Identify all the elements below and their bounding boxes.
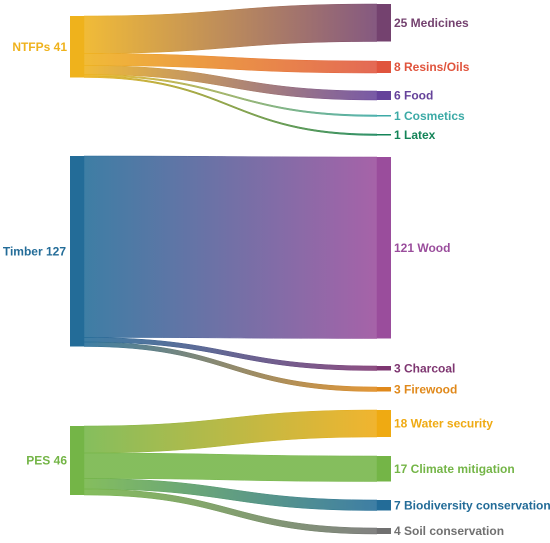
label-firewood: 3 Firewood	[394, 382, 457, 396]
label-biodiversity: 7 Biodiversity conservation	[394, 498, 550, 512]
label-cosmetics: 1 Cosmetics	[394, 109, 465, 123]
node-water	[377, 410, 391, 437]
node-ntfps	[70, 16, 84, 78]
sankey-nodes	[70, 4, 391, 534]
label-pes: PES 46	[26, 454, 67, 468]
label-medicines: 25 Medicines	[394, 16, 469, 30]
node-soil	[377, 528, 391, 534]
label-ntfps: NTFPs 41	[12, 40, 67, 54]
link-timber-wood	[83, 155, 378, 339]
label-timber: Timber 127	[3, 244, 66, 258]
node-timber	[70, 156, 84, 347]
node-pes	[70, 426, 84, 495]
node-latex	[377, 134, 391, 136]
label-wood: 121 Wood	[394, 241, 450, 255]
node-food	[377, 91, 391, 100]
node-cosmetics	[377, 115, 391, 117]
node-firewood	[377, 387, 391, 392]
sankey-links	[83, 3, 378, 535]
node-charcoal	[377, 366, 391, 371]
label-charcoal: 3 Charcoal	[394, 361, 455, 375]
label-soil: 4 Soil conservation	[394, 524, 504, 538]
label-latex: 1 Latex	[394, 128, 436, 142]
node-resins	[377, 61, 391, 73]
label-resins: 8 Resins/Oils	[394, 60, 470, 74]
link-ntfps-medicines	[83, 3, 378, 54]
node-wood	[377, 157, 391, 339]
label-food: 6 Food	[394, 89, 433, 103]
sankey-labels: NTFPs 41 25 Medicines 8 Resins/Oils 6 Food 1…	[3, 16, 550, 538]
label-water: 18 Water security	[394, 417, 493, 431]
link-pes-climate	[83, 452, 378, 482]
node-biodiversity	[377, 500, 391, 511]
node-climate	[377, 456, 391, 482]
link-pes-water	[83, 409, 378, 454]
node-medicines	[377, 4, 391, 42]
label-climate: 17 Climate mitigation	[394, 462, 515, 476]
